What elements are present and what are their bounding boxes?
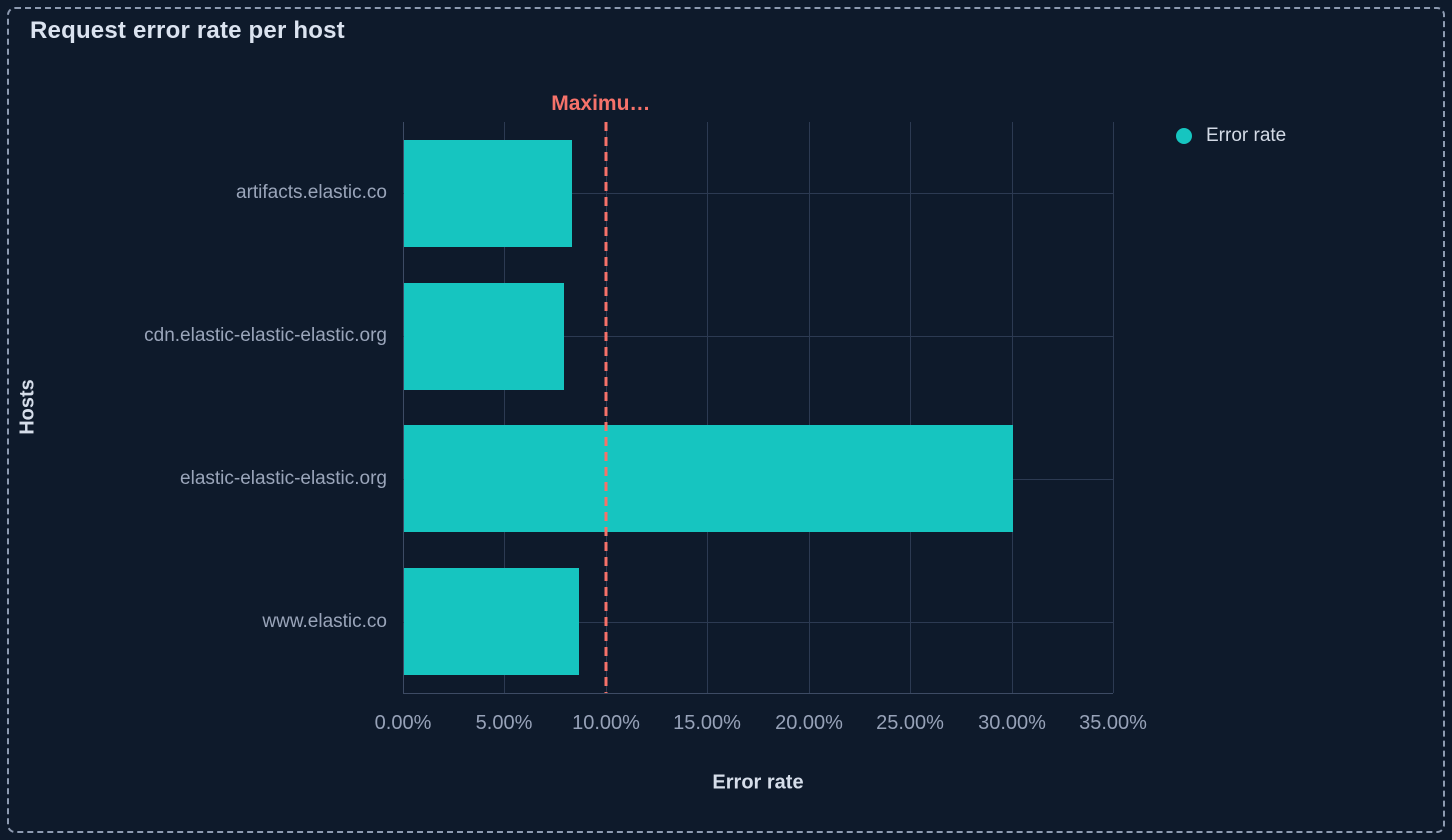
threshold-label: Maximu…	[551, 92, 651, 115]
y-gridline	[403, 193, 1113, 194]
x-axis-title: Error rate	[712, 771, 804, 794]
y-gridline	[403, 336, 1113, 337]
y-gridline	[403, 622, 1113, 623]
x-axis-line	[403, 693, 1113, 694]
legend-label: Error rate	[1206, 125, 1287, 146]
chart-title: Request error rate per host	[30, 17, 345, 44]
bar-elastic-elastic-elastic.org[interactable]	[404, 425, 1013, 532]
x-tick-label: 15.00%	[673, 712, 741, 734]
threshold-line	[604, 122, 608, 693]
panel-border	[7, 7, 1445, 833]
y-category-label: elastic-elastic-elastic.org	[180, 468, 387, 489]
bar-www.elastic.co[interactable]	[404, 568, 579, 675]
x-tick-label: 30.00%	[978, 712, 1046, 734]
x-gridline	[1113, 122, 1114, 693]
bar-cdn.elastic-elastic-elastic.org[interactable]	[404, 283, 564, 390]
x-tick-label: 20.00%	[775, 712, 843, 734]
x-gridline	[809, 122, 810, 693]
bar-artifacts.elastic.co[interactable]	[404, 140, 572, 247]
x-tick-label: 35.00%	[1079, 712, 1147, 734]
x-gridline	[1012, 122, 1013, 693]
y-category-label: artifacts.elastic.co	[236, 182, 387, 203]
y-category-label: cdn.elastic-elastic-elastic.org	[144, 325, 387, 346]
x-tick-label: 25.00%	[876, 712, 944, 734]
y-axis-line	[403, 122, 404, 693]
x-tick-label: 10.00%	[572, 712, 640, 734]
x-tick-label: 0.00%	[374, 712, 432, 734]
x-gridline	[910, 122, 911, 693]
y-axis-title: Hosts	[16, 379, 39, 435]
legend-swatch-icon	[1176, 128, 1192, 144]
x-tick-label: 5.00%	[475, 712, 533, 734]
plot-area: 0.00% 5.00% 10.00% 15.00% 20.00% 25.00% 30.00%…	[144, 122, 1147, 734]
legend-item-error-rate[interactable]: Error rate	[1176, 125, 1286, 147]
x-gridline	[504, 122, 505, 693]
y-category-label: www.elastic.co	[262, 611, 387, 632]
x-gridline	[707, 122, 708, 693]
